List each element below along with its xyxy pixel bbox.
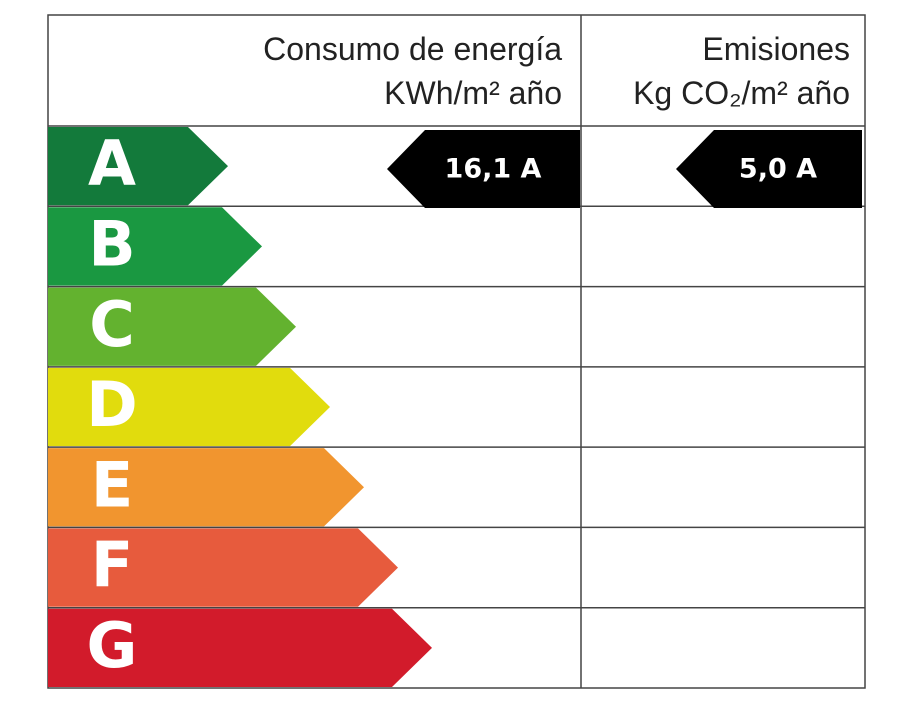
class-arrow — [48, 207, 262, 286]
emissions-rating-arrow — [676, 130, 862, 208]
class-arrow — [48, 448, 364, 527]
energy-rating: 16,1 A — [445, 154, 542, 185]
emissions-rating: 5,0 A — [739, 154, 817, 185]
class-arrow — [48, 287, 296, 366]
class-arrow — [48, 608, 432, 687]
class-arrow — [48, 367, 330, 447]
energy-unit: KWh/m² año — [384, 75, 562, 111]
energy-rating-arrow — [387, 130, 580, 208]
class-arrow — [48, 528, 398, 607]
class-letter: G — [87, 609, 138, 682]
class-letter: F — [91, 529, 133, 602]
class-letter: A — [88, 127, 136, 200]
class-letter: D — [86, 368, 137, 441]
class-letter: C — [89, 288, 135, 361]
class-letter: E — [91, 448, 133, 521]
emissions-title: Emisiones — [702, 31, 850, 67]
energy-title: Consumo de energía — [263, 31, 562, 67]
class-letter: B — [88, 208, 135, 281]
class-arrow — [48, 127, 228, 206]
emissions-unit: Kg CO₂/m² año — [633, 75, 850, 111]
